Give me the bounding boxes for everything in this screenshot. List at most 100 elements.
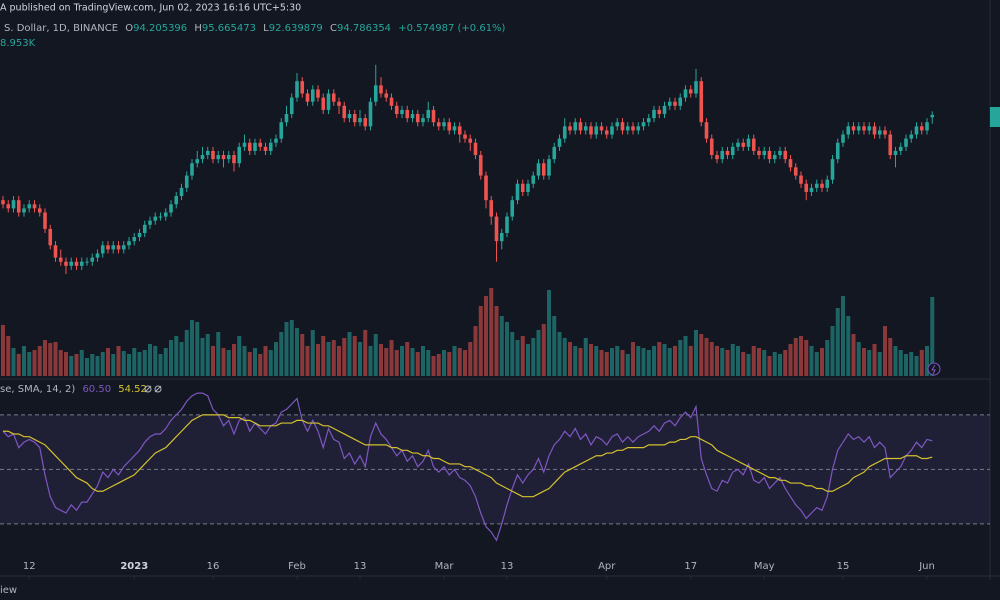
x-tick-label: Feb — [288, 561, 306, 572]
volume-bar — [216, 332, 221, 376]
legend-high: 95.665473 — [202, 23, 256, 34]
volume-bar — [531, 338, 536, 376]
candle-body — [415, 114, 420, 123]
volume-bar — [153, 346, 158, 376]
candle-body — [835, 142, 840, 160]
candle-body — [573, 122, 578, 131]
rsi-pane — [0, 414, 990, 525]
candle-body — [347, 114, 352, 119]
candle-body — [814, 183, 819, 188]
candle-body — [662, 105, 667, 115]
alert-icon[interactable] — [927, 362, 941, 376]
volume-bar — [158, 354, 163, 376]
volume-bar — [662, 344, 667, 376]
candle-body — [772, 155, 777, 160]
candle-body — [688, 89, 693, 94]
volume-bar — [730, 344, 735, 376]
candle-body — [652, 109, 656, 119]
volume-bar — [436, 354, 441, 376]
volume-bar — [499, 316, 504, 376]
volume-bar — [856, 342, 861, 376]
candle-body — [751, 138, 756, 151]
volume-bar — [526, 344, 530, 376]
candle-body — [6, 204, 11, 209]
candle-body — [389, 97, 394, 106]
candle-body — [174, 196, 179, 205]
candle-body — [568, 126, 572, 131]
candle-body — [531, 175, 536, 184]
legend-change: +0.574987 (+0.61%) — [398, 23, 505, 34]
candle-body — [610, 126, 614, 135]
volume-bar — [673, 346, 677, 376]
volume-bar — [300, 334, 305, 376]
candle-body — [232, 155, 236, 164]
volume-bar — [783, 350, 788, 376]
volume-bar — [16, 354, 21, 376]
candle-body — [111, 245, 116, 250]
x-tick-label: May — [754, 561, 775, 572]
volume-bar — [221, 348, 226, 376]
volume-bar — [904, 354, 908, 376]
candle-body — [331, 93, 336, 102]
volume-bar — [79, 350, 84, 376]
candle-body — [646, 118, 651, 123]
candle-body — [536, 163, 541, 176]
volume-bar — [893, 346, 898, 376]
candle-body — [200, 155, 205, 160]
volume-bar — [646, 350, 651, 376]
candle-body — [678, 97, 683, 106]
volume-bar — [148, 344, 152, 376]
volume-bar — [11, 348, 16, 376]
candle-body — [216, 155, 221, 160]
candle-body — [898, 146, 903, 151]
candle-body — [657, 109, 662, 115]
volume-bar — [100, 352, 105, 376]
volume-bar — [237, 336, 242, 376]
candle-body — [473, 142, 478, 156]
volume-bar — [520, 336, 525, 376]
candle-body — [783, 150, 788, 160]
volume-bar — [536, 330, 541, 376]
x-tick-label: 15 — [837, 561, 850, 572]
volume-bar — [715, 346, 719, 376]
volume-bar — [331, 340, 336, 376]
volume-bar — [6, 336, 11, 376]
volume-bar — [688, 346, 693, 376]
volume-bar — [930, 297, 935, 376]
volume-bar — [463, 350, 467, 376]
legend-low: 92.639879 — [269, 23, 323, 34]
volume-bar — [541, 324, 546, 376]
candle-body — [127, 241, 131, 246]
x-tick-label: Mar — [435, 561, 455, 572]
candle-body — [221, 155, 226, 160]
legend-open: 94.205396 — [133, 23, 187, 34]
candle-body — [379, 85, 383, 94]
candle-body — [27, 204, 32, 209]
volume-bar — [116, 346, 121, 376]
legend-letter: L — [263, 23, 269, 34]
candle-body — [352, 114, 357, 123]
candle-body — [505, 216, 509, 233]
volume-bar — [599, 350, 604, 376]
volume-bar — [883, 326, 887, 376]
volume-bar — [316, 344, 320, 376]
volume-bar — [557, 332, 562, 376]
volume-bar — [793, 338, 798, 376]
candle-body — [914, 126, 919, 135]
candle-body — [195, 159, 200, 164]
candle-body — [888, 134, 893, 156]
candle-body — [190, 163, 194, 176]
candle-body — [788, 159, 793, 168]
volume-bar — [226, 350, 231, 376]
candle-body — [489, 200, 494, 217]
volume-bar — [573, 346, 578, 376]
candle-body — [295, 81, 299, 98]
volume-bar — [253, 348, 257, 376]
volume-bar — [867, 350, 872, 376]
candle-body — [342, 105, 347, 119]
candle-body — [384, 93, 389, 98]
candle-body — [132, 237, 137, 242]
volume-bar — [610, 348, 614, 376]
candle-body — [90, 257, 95, 262]
candle-body — [237, 146, 242, 164]
